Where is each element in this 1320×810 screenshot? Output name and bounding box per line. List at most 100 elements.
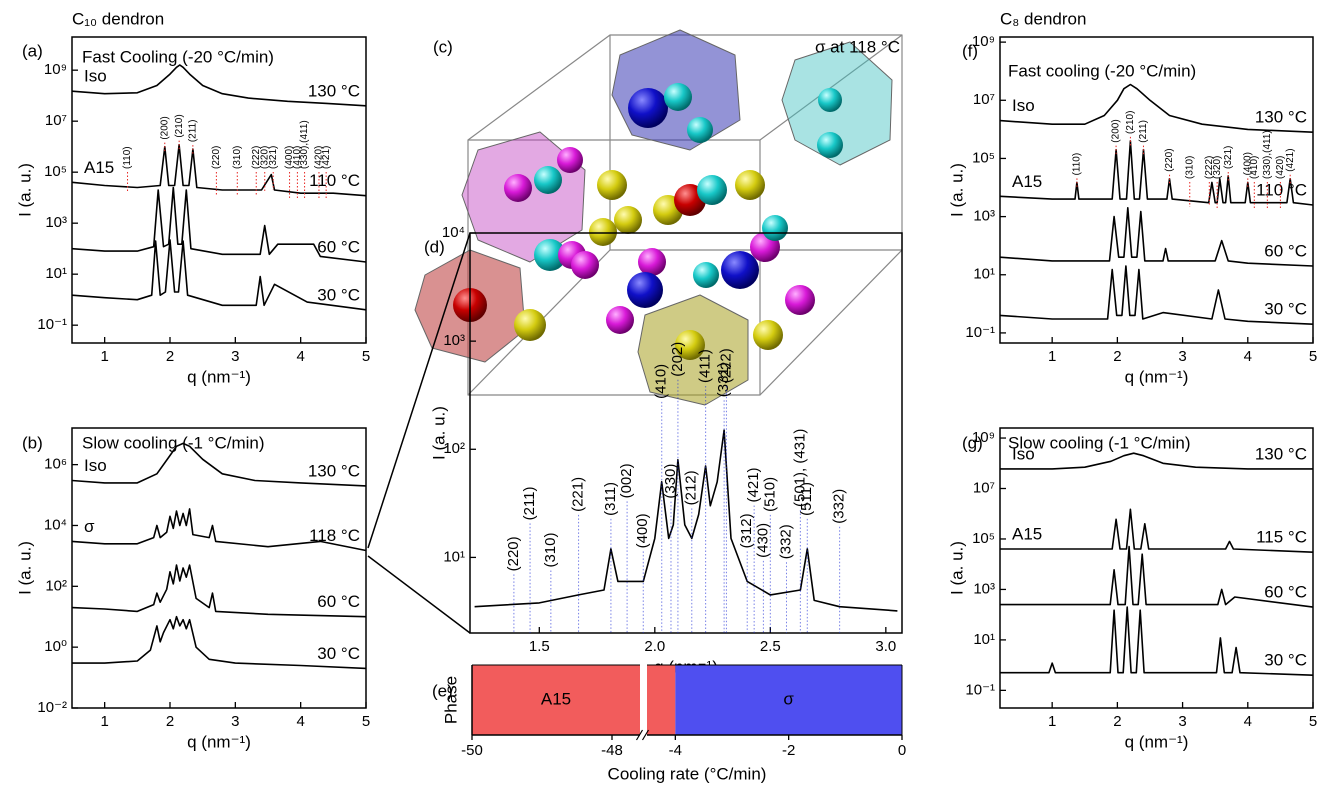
curve-label: 60 °C bbox=[1264, 583, 1307, 602]
phase-segment bbox=[472, 665, 640, 735]
curve bbox=[71, 186, 367, 263]
reflection-label: (002) bbox=[618, 463, 635, 498]
reflection-label: (421) bbox=[1285, 148, 1296, 171]
reflection-label: (210) bbox=[174, 114, 185, 137]
x-tick-label: 4 bbox=[1244, 348, 1252, 365]
curve bbox=[999, 140, 1314, 206]
axis-break bbox=[641, 729, 650, 741]
plot-frame bbox=[71, 36, 367, 344]
reflection-label: (501), (431) bbox=[791, 429, 808, 507]
x-tick-label: 5 bbox=[1309, 348, 1317, 365]
y-axis-label: I (a. u.) bbox=[15, 541, 34, 595]
curve bbox=[1000, 545, 1314, 608]
x-axis-label: q (nm⁻¹) bbox=[187, 367, 251, 386]
phase-label: Iso bbox=[84, 67, 107, 86]
y-tick-label: 10⁻¹ bbox=[37, 316, 67, 333]
phase-label: σ bbox=[84, 517, 95, 536]
reflection-label: (420) bbox=[314, 146, 325, 169]
reflection-label: (222) bbox=[251, 146, 262, 169]
curve-label: 30 °C bbox=[1264, 651, 1307, 670]
reflection-label: (430) bbox=[754, 523, 771, 558]
reflection-label: (220) bbox=[1164, 148, 1175, 171]
reflection-label: (220) bbox=[505, 536, 522, 571]
reflection-label: (400) bbox=[634, 513, 651, 548]
x-tick-label: 1 bbox=[100, 348, 108, 365]
x-axis-label: q (nm⁻¹) bbox=[1125, 732, 1189, 751]
x-tick-label: 3 bbox=[231, 713, 239, 730]
curve bbox=[71, 64, 367, 107]
curve-label: 30 °C bbox=[317, 644, 360, 663]
y-tick-label: 10⁵ bbox=[44, 163, 67, 180]
curve bbox=[999, 265, 1314, 325]
reflection-label: (312) bbox=[738, 513, 755, 548]
reflection-label: (110) bbox=[122, 146, 133, 169]
plot-frame bbox=[999, 36, 1314, 344]
phase-label: Iso bbox=[1012, 96, 1035, 115]
curve-label: 60 °C bbox=[1264, 241, 1307, 260]
curve-label: 130 °C bbox=[1255, 444, 1307, 463]
curve-label: 60 °C bbox=[317, 237, 360, 256]
y-tick-label: 10¹ bbox=[443, 548, 465, 565]
illustration: (c) σ at 118 °C bbox=[414, 29, 903, 406]
phase-label: A15 bbox=[1012, 524, 1042, 543]
x-tick-label: 1 bbox=[100, 713, 108, 730]
curve bbox=[72, 615, 367, 670]
curve-label: 130 °C bbox=[308, 81, 360, 100]
x-tick-label: 3 bbox=[1178, 713, 1186, 730]
reflection-label: (410) bbox=[1249, 156, 1260, 179]
panel-title: Fast Cooling (-20 °C/min) bbox=[82, 47, 274, 66]
panel-title: Fast cooling (-20 °C/min) bbox=[1008, 61, 1196, 80]
reflection-label: (421) bbox=[745, 467, 762, 502]
curve bbox=[1000, 452, 1313, 470]
reflection-label: (421) bbox=[321, 146, 332, 169]
y-axis-label: I (a. u.) bbox=[15, 163, 34, 217]
y-tick-label: 10⁹ bbox=[972, 33, 995, 50]
curve-label: 30 °C bbox=[317, 285, 360, 304]
panel-label: (e) bbox=[432, 681, 453, 700]
plot-frame bbox=[999, 427, 1314, 709]
x-axis-label: q (nm⁻¹) bbox=[187, 732, 251, 751]
y-tick-label: 10⁻¹ bbox=[965, 681, 995, 698]
phase-segment bbox=[675, 665, 902, 735]
segment-label: A15 bbox=[541, 689, 571, 708]
reflection-label: (200) bbox=[159, 116, 170, 139]
reflection-label: (410) bbox=[292, 146, 303, 169]
x-tick-label: 5 bbox=[362, 348, 370, 365]
y-axis-label: I (a. u.) bbox=[429, 406, 448, 460]
y-tick-label: 10⁹ bbox=[44, 61, 67, 78]
x-tick-label: -4 bbox=[669, 742, 682, 759]
curve bbox=[71, 564, 367, 618]
plot-frame bbox=[71, 427, 367, 709]
reflection-label: (321) bbox=[1223, 146, 1234, 169]
panel-label: (d) bbox=[424, 237, 445, 256]
curve-label: 118 °C bbox=[309, 526, 360, 545]
panel-title: Slow cooling (-1 °C/min) bbox=[82, 433, 265, 452]
x-tick-label: 3.0 bbox=[875, 638, 896, 655]
curve-label: 30 °C bbox=[1264, 300, 1307, 319]
reflection-label: (330),(411) bbox=[299, 120, 310, 169]
curve bbox=[71, 508, 367, 552]
reflection-label: (330),(411) bbox=[1262, 130, 1273, 179]
zoom-line bbox=[367, 555, 471, 634]
reflection-label: (310) bbox=[542, 532, 559, 567]
x-tick-label: 2 bbox=[166, 348, 174, 365]
curve-label: 110 °C bbox=[309, 171, 360, 190]
reflection-label: (332) bbox=[831, 489, 848, 524]
reflection-label: (332) bbox=[777, 524, 794, 559]
atoms bbox=[453, 83, 843, 360]
curve bbox=[71, 442, 367, 487]
curve-label: 110 °C bbox=[1256, 181, 1307, 200]
y-tick-label: 10⁹ bbox=[972, 429, 995, 446]
curve bbox=[474, 429, 898, 612]
x-tick-label: 5 bbox=[362, 713, 370, 730]
curve bbox=[999, 207, 1314, 267]
panel-header: C₁₀ dendron bbox=[72, 9, 164, 28]
x-tick-label: 5 bbox=[1309, 713, 1317, 730]
curve bbox=[1000, 508, 1314, 553]
curve-label: 115 °C bbox=[1256, 528, 1307, 547]
y-tick-label: 10⁵ bbox=[972, 149, 995, 166]
reflection-label: (510) bbox=[761, 477, 778, 512]
y-tick-label: 10² bbox=[45, 577, 67, 594]
reflection-label: (410) bbox=[653, 364, 670, 399]
curve-label: 130 °C bbox=[308, 461, 360, 480]
